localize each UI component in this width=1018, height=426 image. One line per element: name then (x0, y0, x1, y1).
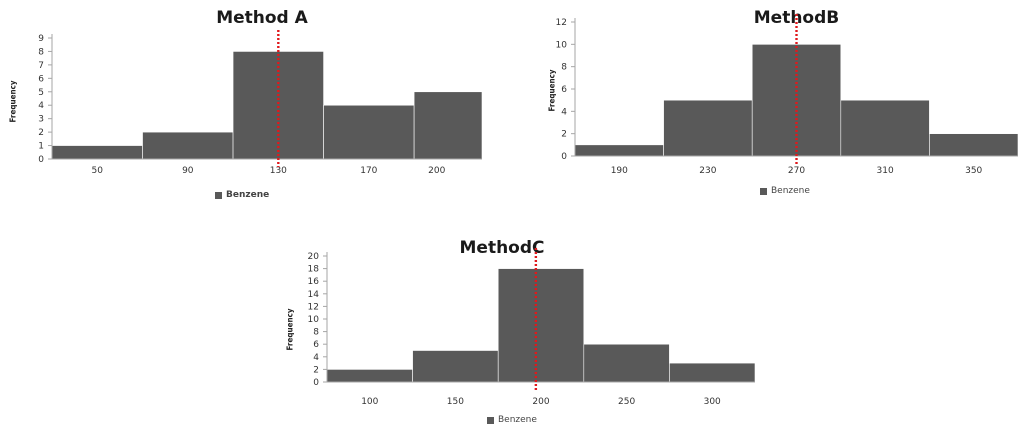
histogram-bar (583, 343, 670, 383)
y-tick-label: 16 (308, 277, 320, 287)
legend-label: Benzene (226, 190, 270, 200)
y-tick-label: 18 (308, 265, 320, 275)
legend-swatch (487, 416, 494, 424)
y-tick-label: 5 (38, 88, 44, 98)
legend-label: Benzene (771, 186, 810, 196)
histogram-bar (669, 362, 756, 383)
x-tick-label: 150 (447, 397, 464, 407)
legend-swatch (215, 191, 222, 199)
x-tick-label: 50 (92, 166, 104, 176)
x-tick-label: 200 (428, 166, 445, 176)
histogram-bar (663, 99, 753, 157)
y-tick-label: 4 (561, 107, 567, 117)
y-tick-label: 9 (38, 34, 44, 44)
y-tick-label: 8 (561, 63, 567, 73)
histogram-bar (574, 144, 664, 157)
y-tick-label: 0 (561, 152, 567, 162)
y-tick-label: 10 (556, 40, 568, 50)
x-tick-label: 310 (877, 166, 894, 176)
x-tick-label: 130 (270, 166, 287, 176)
y-tick-label: 4 (38, 101, 44, 111)
y-tick-label: 2 (38, 128, 44, 138)
chart-title: MethodC (459, 238, 545, 258)
y-tick-label: 0 (313, 378, 319, 388)
y-tick-label: 12 (556, 18, 567, 28)
histogram-bar (497, 268, 585, 383)
histogram-bar (51, 145, 143, 160)
chart-method-b: MethodB Frequency 0 2 4 6 8 10 12 190 230 270 310 3… (535, 0, 1018, 210)
x-tick-label: 170 (360, 166, 377, 176)
plot-area: 0 2 4 6 8 10 12 190 230 270 310 350 (556, 14, 1018, 176)
histogram-bar (326, 369, 413, 383)
x-tick-label: 90 (182, 166, 194, 176)
y-tick-label: 4 (313, 353, 319, 363)
y-tick-label: 1 (38, 142, 44, 152)
y-tick-label: 7 (38, 61, 44, 71)
legend-swatch (760, 187, 767, 195)
histogram-bar (323, 104, 415, 160)
y-tick-label: 20 (308, 252, 320, 262)
legend: Benzene (760, 186, 810, 196)
x-tick-label: 190 (611, 166, 628, 176)
x-tick-label: 200 (532, 397, 549, 407)
y-tick-label: 14 (308, 290, 320, 300)
legend-label: Benzene (498, 415, 537, 425)
y-tick-label: 2 (561, 130, 567, 140)
x-tick-label: 230 (699, 166, 716, 176)
histogram-bar (929, 133, 1018, 157)
plot-area: 0 2 4 6 8 10 12 14 16 18 20 100 150 200 250 300 (308, 248, 756, 407)
y-tick-label: 3 (38, 115, 44, 125)
y-tick-label: 6 (561, 85, 567, 95)
y-tick-label: 8 (313, 328, 319, 338)
x-tick-label: 270 (788, 166, 805, 176)
y-tick-label: 0 (38, 155, 44, 165)
y-tick-label: 6 (38, 74, 44, 84)
histogram-bar (142, 131, 234, 160)
legend: Benzene (487, 415, 537, 425)
chart-method-c: MethodC Frequency 0 2 4 6 8 10 12 14 16 18 20 100 15… (270, 225, 770, 426)
histogram-bar (413, 91, 483, 160)
y-tick-label: 8 (38, 47, 44, 57)
x-tick-label: 250 (618, 397, 635, 407)
y-tick-label: 10 (308, 315, 320, 325)
x-tick-label: 300 (704, 397, 721, 407)
chart-method-a: Method A Frequency 0 1 2 3 4 5 6 7 8 9 50 90 130 170 2… (0, 0, 500, 210)
histogram-bar (412, 350, 499, 383)
x-tick-label: 100 (361, 397, 378, 407)
legend: Benzene (215, 190, 269, 200)
x-tick-label: 350 (965, 166, 982, 176)
y-tick-label: 6 (313, 340, 319, 350)
y-tick-label: 12 (308, 302, 319, 312)
chart-title: Method A (216, 8, 308, 28)
histogram-bar (840, 99, 930, 157)
y-tick-label: 2 (313, 365, 319, 375)
plot-area: 0 1 2 3 4 5 6 7 8 9 50 90 130 170 200 (38, 30, 483, 176)
